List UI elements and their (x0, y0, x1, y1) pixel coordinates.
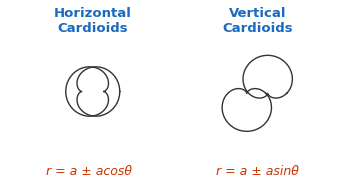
Text: Horizontal
Cardioids: Horizontal Cardioids (54, 7, 132, 35)
Text: r = a ± asinθ: r = a ± asinθ (216, 165, 299, 178)
Text: Vertical
Cardioids: Vertical Cardioids (222, 7, 293, 35)
Text: r = a ± acosθ: r = a ± acosθ (46, 165, 132, 178)
